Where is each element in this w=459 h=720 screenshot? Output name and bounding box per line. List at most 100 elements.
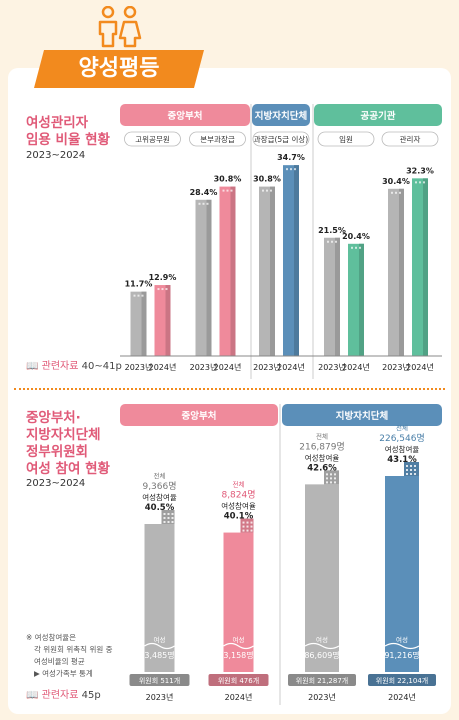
bar-window	[163, 517, 166, 519]
group-header	[282, 404, 442, 426]
bar-window	[326, 481, 328, 484]
year-label: 2023년	[253, 362, 281, 372]
committee-pill	[288, 674, 356, 686]
bar	[385, 476, 419, 672]
category-pill	[381, 131, 439, 147]
category-label: 임원	[339, 135, 353, 144]
bar-window	[202, 202, 205, 205]
bar-window	[171, 521, 174, 523]
year-label: 2023년	[125, 362, 153, 372]
bar-value-label: 20.4%	[342, 232, 370, 241]
bar-window	[414, 465, 416, 467]
bar-window	[419, 181, 421, 184]
bar-window	[330, 473, 332, 476]
bar-window	[290, 168, 292, 171]
category-label: 고위공무원	[135, 135, 170, 144]
bar-window	[406, 469, 408, 471]
rate-value: 42.6%	[307, 463, 337, 473]
women-label: 여성	[316, 635, 328, 644]
bar-window	[334, 477, 336, 480]
bar-window	[230, 189, 233, 192]
bar-window	[326, 473, 328, 476]
bar-window	[334, 473, 336, 476]
bar-window	[137, 294, 140, 297]
category-label: 과장급(5급 이상)	[254, 134, 308, 144]
section1-title: 여성관리자 임용 비율 현황	[26, 115, 110, 148]
bar-window	[351, 246, 353, 249]
section2-period: 2023~2024	[26, 478, 86, 489]
bar-shade	[399, 188, 404, 356]
bar-value-label: 30.8%	[214, 175, 242, 184]
rate-label: 여성참여율	[305, 452, 340, 462]
year-label: 2023년	[318, 362, 346, 372]
bar-window	[226, 189, 229, 192]
committee-pill	[368, 674, 436, 686]
bar-window	[242, 529, 245, 532]
group-label: 공공기관	[361, 110, 396, 122]
women-count: 91,216명	[384, 650, 419, 660]
bar-window	[414, 473, 416, 475]
total-value: 8,824명	[221, 490, 255, 501]
bar-shade	[359, 243, 364, 356]
women-label: 여성	[396, 635, 408, 644]
bar-window	[330, 481, 332, 484]
category-label: 본부과장급	[200, 134, 235, 144]
bar-window	[406, 473, 408, 475]
category-pill	[189, 131, 246, 147]
group-header	[252, 104, 310, 126]
bar-window	[167, 517, 170, 519]
committee-count: 위원회 21,287개	[296, 676, 348, 685]
bar-window	[171, 513, 174, 515]
bar-window	[262, 189, 264, 192]
bar	[305, 484, 339, 672]
bar-window	[222, 189, 225, 192]
page-title: 양성평등	[34, 50, 204, 88]
bar-window	[242, 525, 245, 528]
bar-window	[410, 465, 412, 467]
bar-window	[410, 469, 412, 471]
bar-value-label: 12.9%	[149, 273, 177, 282]
bar-window	[167, 513, 170, 515]
bar-value-label: 34.7%	[277, 153, 305, 162]
year-label: 2024년	[214, 362, 242, 372]
section1-period: 2023~2024	[26, 150, 86, 161]
bar-value-label: 30.8%	[253, 175, 281, 184]
total-label: 전체	[316, 431, 328, 440]
women-wave	[384, 642, 420, 650]
section1-reference[interactable]: 📖 관련자료 40~41p	[26, 361, 122, 372]
women-wave	[223, 642, 254, 650]
bar-window	[246, 525, 249, 528]
bar-window	[326, 477, 328, 480]
total-label: 전체	[396, 423, 408, 432]
women-wave	[144, 642, 175, 650]
bar-window	[246, 521, 249, 524]
total-value: 226,546명	[379, 433, 425, 444]
book-icon: 📖	[26, 361, 39, 372]
book-icon: 📖	[26, 690, 39, 701]
bar-window	[423, 181, 425, 184]
bar-window	[163, 513, 166, 515]
category-label: 관리자	[400, 134, 421, 144]
bar-window	[286, 168, 288, 171]
bar-window	[415, 181, 417, 184]
group-header	[120, 404, 278, 426]
year-label: 2024년	[225, 692, 253, 702]
bar-window	[355, 246, 357, 249]
bar-shade	[141, 291, 147, 356]
bar-shade	[423, 178, 428, 356]
group-label: 중앙부처	[182, 410, 217, 422]
bar-window	[246, 529, 249, 532]
total-value: 216,879명	[299, 441, 345, 452]
section2-reference[interactable]: 📖 관련자료 45p	[26, 690, 101, 701]
gender-equality-icon	[98, 6, 142, 48]
year-label: 2024년	[406, 362, 434, 372]
year-label: 2024년	[342, 362, 370, 372]
bar-value-label: 11.7%	[125, 280, 153, 289]
bar	[144, 524, 175, 672]
total-label: 전체	[154, 471, 166, 480]
bar-window	[270, 189, 272, 192]
year-label: 2023년	[382, 362, 410, 372]
bar-window	[359, 246, 361, 249]
group-header	[314, 104, 442, 126]
